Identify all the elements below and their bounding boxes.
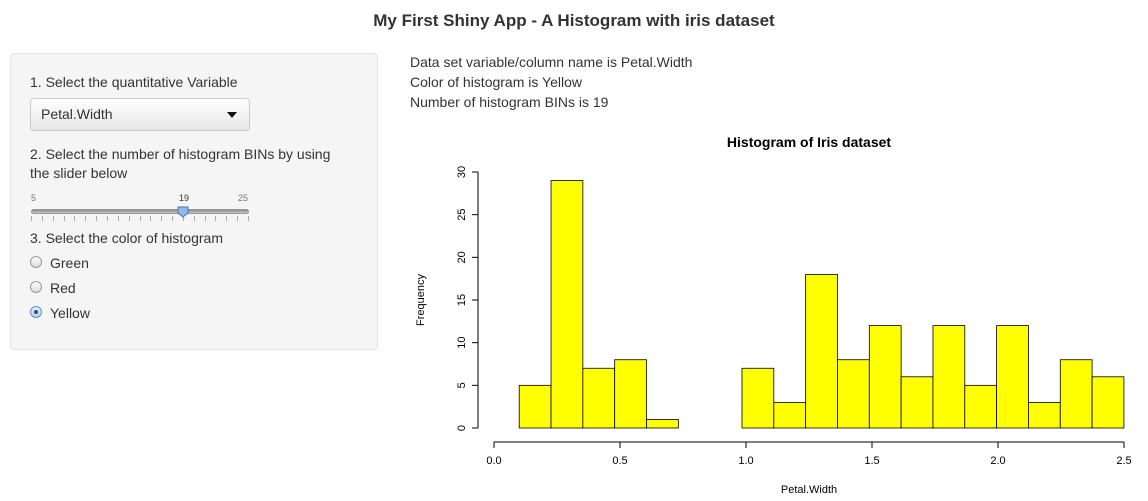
slider-tick <box>248 216 249 221</box>
y-tick-label: 30 <box>456 166 468 178</box>
sidebar-panel: 1. Select the quantitative Variable Peta… <box>10 53 378 350</box>
histogram-bar <box>996 325 1029 429</box>
slider-tick <box>140 216 141 221</box>
y-tick-label: 0 <box>456 425 468 431</box>
slider-tick <box>226 216 227 221</box>
x-tick-label: 2.0 <box>990 455 1005 467</box>
x-tick-label: 0.0 <box>486 455 501 467</box>
slider-tick <box>215 216 216 221</box>
histogram-bar <box>1059 359 1093 429</box>
bins-slider-track[interactable] <box>31 209 249 214</box>
bins-label-line2: the slider below <box>30 165 128 181</box>
bins-label-line1: 2. Select the number of histogram BINs b… <box>30 146 331 162</box>
histogram-bar <box>550 180 584 429</box>
slider-tick <box>150 216 151 221</box>
x-tick-label: 1.0 <box>738 455 753 467</box>
histogram-bar <box>741 367 775 429</box>
slider-min-label: 5 <box>31 193 37 203</box>
y-tick-label: 25 <box>456 209 468 221</box>
bins-slider-handle[interactable] <box>177 205 189 218</box>
x-tick-label: 0.5 <box>612 455 627 467</box>
y-tick-label: 10 <box>456 337 468 349</box>
histogram-bar <box>805 273 838 429</box>
histogram-chart: Histogram of Iris dataset 0.0 0.5 1.0 1.5 2.0… <box>415 134 1132 496</box>
x-axis-label: Petal.Width <box>781 484 837 496</box>
radio-button-yellow[interactable] <box>30 306 42 318</box>
radio-button-green[interactable] <box>30 256 42 268</box>
info-color: Color of histogram is Yellow <box>410 74 582 90</box>
slider-tick <box>161 216 162 221</box>
slider-tick <box>42 216 43 221</box>
radio-label-red: Red <box>50 280 76 296</box>
histogram-bar <box>773 401 807 429</box>
histogram-bar <box>964 384 998 429</box>
slider-tick <box>205 216 206 221</box>
slider-tick <box>118 216 119 221</box>
slider-tick <box>85 216 86 221</box>
slider-tick <box>53 216 54 221</box>
histogram-bar <box>518 384 552 429</box>
info-variable: Data set variable/column name is Petal.W… <box>410 54 693 70</box>
radio-label-green: Green <box>50 255 89 271</box>
histogram-bar <box>1091 376 1125 429</box>
histogram-bar <box>614 359 647 429</box>
y-tick-label: 5 <box>456 382 468 388</box>
histogram-bar <box>868 325 902 429</box>
variable-select-label: 1. Select the quantitative Variable <box>30 74 238 90</box>
variable-select-value: Petal.Width <box>41 106 113 122</box>
page-title: My First Shiny App - A Histogram with ir… <box>373 11 775 30</box>
radio-label-yellow: Yellow <box>50 305 90 321</box>
slider-tick <box>74 216 75 221</box>
slider-tick <box>96 216 97 221</box>
x-tick-label: 2.5 <box>1116 455 1131 467</box>
info-bins: Number of histogram BINs is 19 <box>410 94 609 110</box>
histogram-bar <box>646 419 679 429</box>
slider-tick <box>31 216 32 221</box>
histogram-bar <box>932 325 966 429</box>
slider-value-label: 19 <box>179 193 190 203</box>
histogram-bar <box>1028 401 1061 429</box>
slider-tick <box>64 216 65 221</box>
y-axis-label: Frequency <box>415 274 427 326</box>
y-tick-label: 20 <box>456 251 468 263</box>
y-tick-label: 15 <box>456 294 468 306</box>
slider-tick <box>172 216 173 221</box>
slider-tick <box>194 216 195 221</box>
histogram-bar <box>582 367 616 429</box>
slider-tick <box>183 216 184 221</box>
histogram-bar <box>900 376 934 429</box>
chart-title: Histogram of Iris dataset <box>727 134 891 150</box>
histogram-bar <box>837 359 870 429</box>
slider-tick <box>129 216 130 221</box>
x-tick-label: 1.5 <box>864 455 879 467</box>
slider-tick <box>237 216 238 221</box>
variable-select[interactable]: Petal.Width <box>30 98 250 131</box>
slider-max-label: 25 <box>238 193 249 203</box>
color-radio-label: 3. Select the color of histogram <box>30 230 223 246</box>
chevron-down-icon <box>227 112 237 118</box>
slider-tick <box>107 216 108 221</box>
radio-button-red[interactable] <box>30 281 42 293</box>
slider-ticks <box>31 216 249 222</box>
